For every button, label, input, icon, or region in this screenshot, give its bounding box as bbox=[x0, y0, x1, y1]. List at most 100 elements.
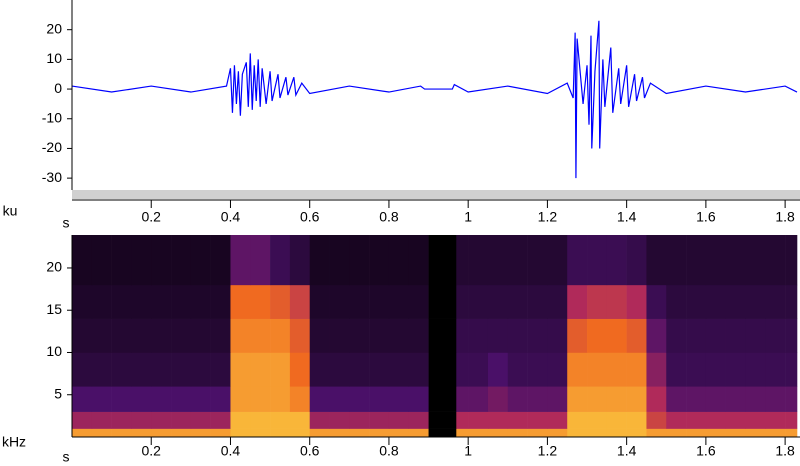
spectrogram-cell bbox=[666, 411, 687, 429]
spectrogram-cell bbox=[131, 318, 152, 353]
spectrogram-cell bbox=[785, 411, 798, 429]
spectrogram-cell bbox=[230, 318, 251, 353]
spectrogram-cell bbox=[428, 284, 457, 319]
waveform bbox=[71, 20, 798, 179]
spectrogram-cell bbox=[567, 352, 588, 387]
spectrogram-cell bbox=[666, 352, 687, 387]
spectrogram-cell bbox=[785, 352, 798, 387]
spectrogram-cell bbox=[567, 428, 588, 438]
x-tick-label: 1.8 bbox=[775, 209, 795, 225]
spectrogram-cell bbox=[567, 318, 588, 353]
spectrogram-cell bbox=[765, 411, 786, 429]
x-tick-label: 1 bbox=[464, 443, 472, 459]
spectrogram-cell bbox=[210, 318, 231, 353]
spectrogram-cell bbox=[111, 386, 132, 412]
spectrogram-cell bbox=[250, 318, 271, 353]
spectrogram-cell bbox=[686, 428, 707, 438]
spectrogram-cell bbox=[349, 411, 370, 429]
spectrogram-cell bbox=[745, 411, 766, 429]
spectrogram-cell bbox=[527, 284, 548, 319]
spectrogram-cell bbox=[369, 411, 390, 429]
spectrogram-cell bbox=[606, 235, 627, 286]
spectrogram-cell bbox=[765, 284, 786, 319]
spectrogram-cell bbox=[666, 428, 687, 438]
spectrogram-cell bbox=[626, 411, 647, 429]
spectrogram-cell bbox=[468, 428, 489, 438]
spectrogram-cell bbox=[527, 411, 548, 429]
spectrogram-cell bbox=[270, 235, 291, 286]
spectrogram-cell bbox=[329, 386, 350, 412]
spectrogram-cell bbox=[190, 411, 211, 429]
spectrogram-cell bbox=[111, 235, 132, 286]
x-tick-label: 1.6 bbox=[696, 209, 716, 225]
spectrogram-cell bbox=[72, 411, 93, 429]
spectrogram-cell bbox=[72, 428, 93, 438]
spectrogram-cell bbox=[369, 284, 390, 319]
spectrogram-cell bbox=[190, 428, 211, 438]
spectrogram-cell bbox=[230, 284, 251, 319]
spectrogram-cell bbox=[270, 386, 291, 412]
spectrogram-cell bbox=[785, 386, 798, 412]
spectrogram-cell bbox=[250, 411, 271, 429]
spectrogram-cell bbox=[190, 284, 211, 319]
spectrogram-cell bbox=[428, 386, 457, 412]
spectrogram-cell bbox=[289, 352, 311, 387]
spectrogram-cell bbox=[131, 428, 152, 438]
spectrogram-cell bbox=[567, 386, 588, 412]
spectrogram-cell bbox=[72, 235, 93, 286]
spectrogram-cell bbox=[289, 428, 311, 438]
spectrogram-cell bbox=[587, 284, 608, 319]
spectrogram-cell bbox=[309, 386, 330, 412]
spectrogram-cell bbox=[91, 411, 112, 429]
spectrogram-cell bbox=[210, 284, 231, 319]
spectrogram-cell bbox=[487, 235, 509, 286]
spectrogram-cell bbox=[388, 318, 410, 353]
y-axis-label: kHz bbox=[2, 434, 26, 450]
spectrogram-cell bbox=[72, 318, 93, 353]
spectrogram-cell bbox=[190, 386, 211, 412]
spectrogram-cell bbox=[151, 386, 172, 412]
spectrogram-cell bbox=[666, 318, 687, 353]
spectrogram-cell bbox=[626, 352, 647, 387]
spectrogram-cell bbox=[388, 235, 410, 286]
spectrogram-cell bbox=[587, 318, 608, 353]
spectrogram-cell bbox=[309, 235, 330, 286]
spectrogram-cell bbox=[408, 318, 429, 353]
spectrogram-cell bbox=[785, 428, 798, 438]
spectrogram-cell bbox=[765, 352, 786, 387]
y-tick-label: -10 bbox=[42, 109, 62, 125]
spectrogram-cell bbox=[250, 428, 271, 438]
x-axis-label: s bbox=[63, 215, 70, 231]
spectrogram-cell bbox=[111, 428, 132, 438]
spectrogram-cell bbox=[705, 235, 726, 286]
spectrogram-cell bbox=[91, 386, 112, 412]
spectrogram-cell bbox=[270, 352, 291, 387]
spectrogram-cell bbox=[456, 428, 469, 438]
spectrogram-cell bbox=[309, 411, 330, 429]
y-tick-label: 5 bbox=[54, 385, 62, 401]
spectrogram-cell bbox=[408, 352, 429, 387]
spectrogram-cell bbox=[745, 428, 766, 438]
y-tick-label: 10 bbox=[46, 343, 62, 359]
spectrogram-cell bbox=[567, 284, 588, 319]
spectrogram-cell bbox=[468, 235, 489, 286]
spectrogram-cell bbox=[705, 411, 726, 429]
spectrogram-cell bbox=[725, 235, 746, 286]
spectrogram-cell bbox=[309, 428, 330, 438]
spectrogram-cell bbox=[349, 235, 370, 286]
spectrogram-cell bbox=[289, 411, 311, 429]
x-tick-label: 1.8 bbox=[775, 443, 795, 459]
spectrogram-cell bbox=[369, 386, 390, 412]
spectrogram-cell bbox=[131, 284, 152, 319]
spectrogram-cell bbox=[547, 411, 568, 429]
spectrogram-cell bbox=[270, 428, 291, 438]
spectrogram-cell bbox=[329, 411, 350, 429]
spectrogram-cell bbox=[349, 352, 370, 387]
spectrogram-cell bbox=[111, 318, 132, 353]
x-tick-label: 1 bbox=[464, 209, 472, 225]
spectrogram-cell bbox=[131, 411, 152, 429]
spectrogram-cell bbox=[456, 352, 469, 387]
spectrogram-cell bbox=[369, 428, 390, 438]
spectrogram-cell bbox=[369, 235, 390, 286]
spectrogram-cell bbox=[646, 386, 667, 412]
